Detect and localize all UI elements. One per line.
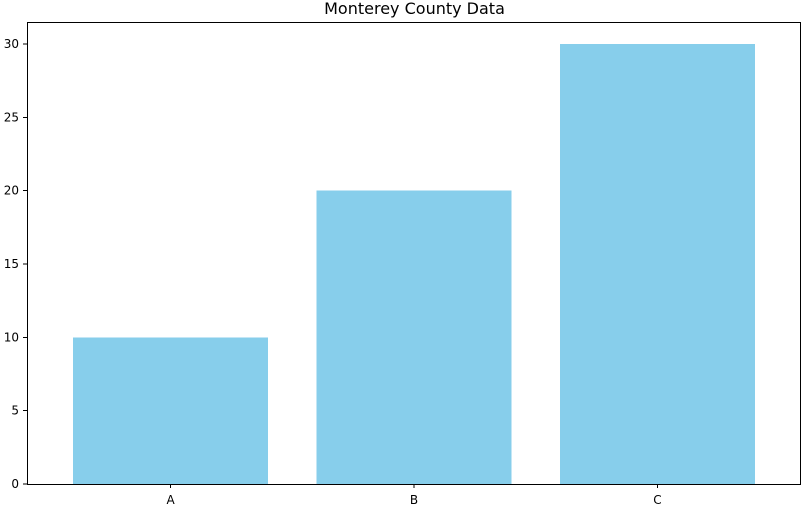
plot-frame [27,22,801,485]
chart-title: Monterey County Data [324,0,505,18]
y-tick-label: 15 [4,257,19,271]
y-tick-label: 30 [4,37,19,51]
y-tick-label: 20 [4,184,19,198]
x-tick-label-b: B [410,493,418,507]
y-axis: 0 5 10 15 20 25 30 [4,37,27,491]
bar-b [316,190,512,484]
x-tick-label-a: A [166,493,175,507]
x-tick-label-c: C [653,493,661,507]
y-tick-label: 5 [11,404,19,418]
x-axis: A B C [166,484,662,507]
y-tick-label: 0 [11,477,19,491]
y-tick-label: 10 [4,330,19,344]
bar-a [73,337,268,484]
y-tick-label: 25 [4,110,19,124]
axes-frame [27,22,801,485]
bar-c [560,44,755,484]
bars-group [73,44,755,484]
